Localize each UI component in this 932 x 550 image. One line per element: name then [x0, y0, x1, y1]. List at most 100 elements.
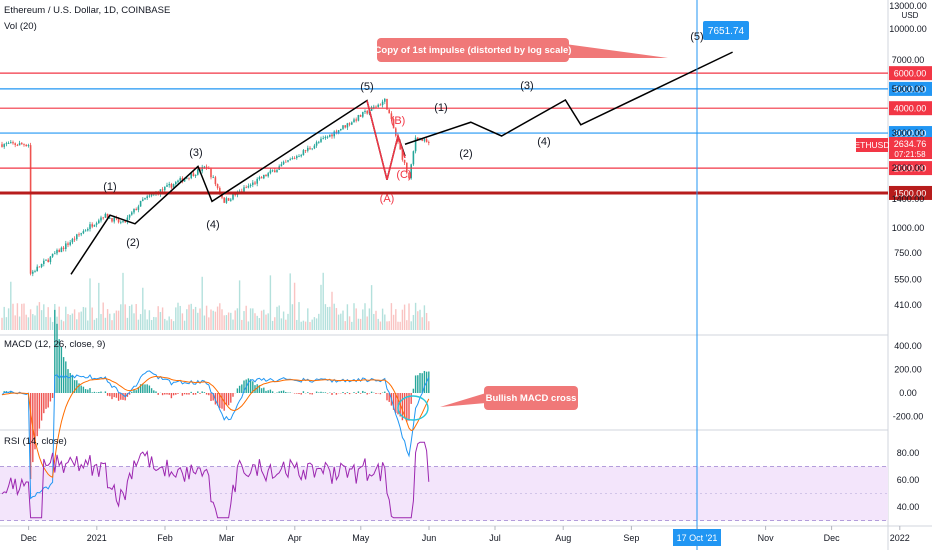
- candles: [1, 97, 430, 277]
- macd-callout[interactable]: Bullish MACD cross: [440, 386, 578, 410]
- macd-histogram-bar: [100, 391, 102, 393]
- volume-bar: [190, 303, 192, 330]
- volume-bar: [245, 305, 247, 330]
- macd-histogram-bar: [186, 393, 188, 395]
- time-axis[interactable]: Dec2021FebMarAprMayJunJulAugSepOctNovDec…: [21, 526, 910, 543]
- scale-callout[interactable]: Copy of 1st impulse (distorted by log sc…: [375, 38, 668, 62]
- macd-histogram-bar: [155, 391, 157, 393]
- volume-bar: [56, 316, 58, 330]
- volume-bar: [417, 311, 419, 330]
- candle-body: [76, 234, 78, 240]
- candle-body: [177, 180, 179, 183]
- volume-bar: [397, 321, 399, 330]
- time-tick-label: Aug: [555, 533, 571, 543]
- candle-body: [38, 266, 41, 268]
- volume-bar: [285, 319, 287, 330]
- macd-histogram-bar: [238, 385, 241, 393]
- volume-bar: [201, 276, 203, 330]
- volume-bar: [258, 318, 261, 330]
- volume-bar: [340, 313, 342, 330]
- target-date-tag[interactable]: 17 Oct '21: [673, 529, 721, 546]
- volume-bar: [419, 309, 421, 330]
- volume-bar: [265, 314, 267, 330]
- volume-bar: [12, 303, 14, 330]
- volume-bar: [153, 316, 155, 330]
- macd-label: MACD (12, 26, close, 9): [4, 339, 105, 350]
- candle-body: [315, 142, 318, 146]
- candle-body: [375, 106, 377, 108]
- volume-bar: [254, 313, 256, 330]
- macd-histogram-bar: [117, 393, 120, 401]
- volume-bar: [293, 282, 296, 330]
- candle-body: [170, 184, 173, 188]
- target-date-text: 17 Oct '21: [677, 533, 718, 543]
- macd-histogram-bar: [183, 393, 186, 395]
- volume-bar: [212, 310, 214, 330]
- candle-body: [307, 147, 309, 151]
- macd-histogram-bar: [243, 380, 245, 393]
- volume-bar: [384, 314, 386, 330]
- volume-bar: [58, 306, 60, 330]
- volume-bar: [115, 310, 118, 330]
- time-tick-label: Apr: [288, 533, 302, 543]
- wave-label-3: (3): [189, 147, 202, 159]
- macd-histogram-bar: [69, 373, 71, 393]
- volume-bar: [344, 321, 346, 330]
- candle-body: [172, 184, 175, 188]
- volume-bar: [87, 320, 89, 330]
- macd-histogram-bar: [177, 393, 179, 394]
- volume-bar: [186, 309, 188, 330]
- macd-histogram-bar: [392, 393, 395, 410]
- volume-bar: [364, 303, 366, 330]
- candle-body: [67, 243, 69, 245]
- target-price-tag[interactable]: 7651.74: [703, 21, 749, 40]
- macd-histogram-bar: [300, 393, 302, 395]
- macd-histogram-bar: [60, 346, 63, 393]
- volume-bar: [399, 321, 401, 330]
- volume-bar: [93, 319, 96, 330]
- candle-body: [346, 123, 349, 128]
- macd-axis[interactable]: 400.00 200.00 0.00 -200.00: [893, 341, 924, 422]
- candle-body: [337, 130, 340, 134]
- macd-histogram-bar: [76, 380, 78, 393]
- volume-bar: [111, 320, 113, 330]
- wave-label-b: (B): [391, 115, 406, 127]
- price-tick-label: 410.00: [894, 300, 922, 310]
- macd-histogram-bar: [212, 393, 214, 401]
- price-tick-label: 750.00: [894, 248, 922, 258]
- volume-bar: [208, 317, 210, 330]
- rsi-axis[interactable]: 80.00 60.00 40.00: [897, 448, 920, 512]
- volume-bar: [375, 310, 377, 330]
- candle-body: [60, 247, 63, 253]
- macd-histogram-bar: [265, 390, 267, 393]
- macd-histogram-bar: [379, 393, 382, 395]
- volume-bar: [276, 306, 278, 330]
- price-level-tag-label: 1500.00: [894, 188, 927, 198]
- macd-histogram-bar: [67, 369, 69, 393]
- correction-wave-line: [366, 100, 406, 180]
- macd-histogram-bar: [302, 391, 305, 393]
- macd-histogram-bar: [348, 393, 351, 395]
- price-level-tag: [889, 185, 932, 200]
- macd-histogram-bar: [271, 391, 274, 393]
- macd-histogram-bar: [395, 393, 397, 414]
- macd-callout-box: [484, 386, 578, 410]
- price-axis[interactable]: 13000.00 USD 10000.00 7000.00 5000.00 3000.…: [889, 1, 927, 310]
- volume-bar: [377, 318, 379, 330]
- wave-label-c: (C): [396, 169, 411, 181]
- countdown-text: 07:21:58: [894, 150, 926, 159]
- macd-histogram-bar: [139, 384, 142, 393]
- candle-body: [267, 173, 269, 177]
- volume-bar: [117, 310, 120, 330]
- volume-bar: [252, 308, 254, 330]
- volume-bar: [80, 311, 82, 330]
- candle-body: [392, 119, 395, 129]
- last-price-text: 2634.76: [894, 139, 927, 149]
- macd-histogram-bar: [135, 390, 137, 393]
- macd-histogram-bar: [36, 393, 38, 437]
- macd-histogram-bar: [320, 391, 322, 393]
- macd-histogram-bar: [357, 391, 360, 393]
- last-price-tag[interactable]: ETHUSD 2634.76 07:21:58: [855, 137, 932, 159]
- macd-histogram-bar: [221, 393, 223, 409]
